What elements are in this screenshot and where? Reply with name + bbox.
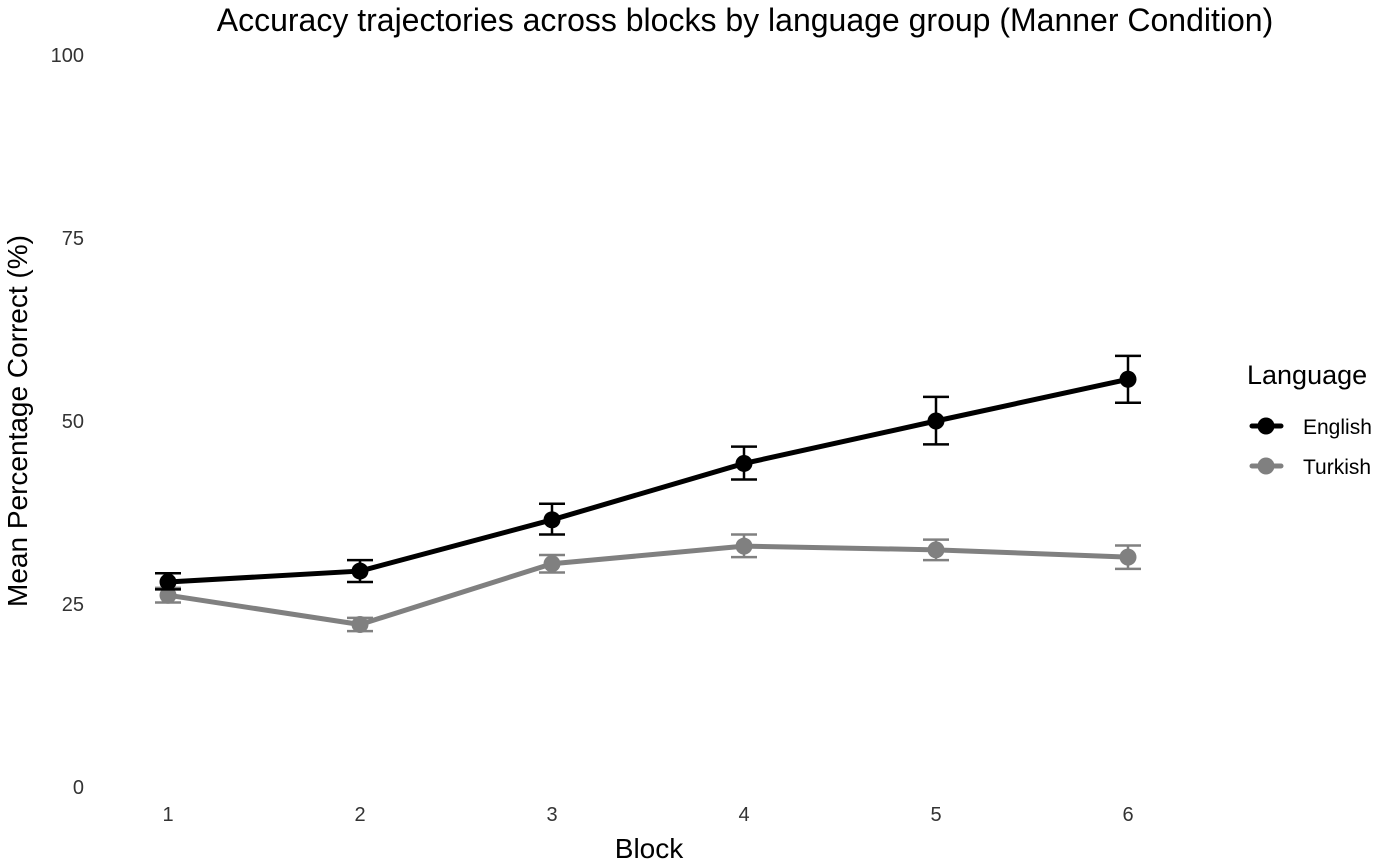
- legend-title: Language: [1247, 360, 1367, 390]
- data-point-turkish: [1119, 548, 1137, 566]
- series-line-turkish: [165, 543, 1131, 627]
- series-english: [155, 354, 1141, 591]
- legend-marker-turkish: [1257, 457, 1275, 475]
- legend-item-turkish: Turkish: [1249, 456, 1371, 479]
- x-tick-label: 6: [1122, 804, 1133, 826]
- x-tick-label: 5: [930, 804, 941, 826]
- data-point-english: [159, 573, 177, 591]
- data-point-turkish: [543, 555, 561, 573]
- chart-title: Accuracy trajectories across blocks by l…: [217, 2, 1274, 38]
- legend-item-english: English: [1249, 416, 1372, 439]
- data-point-turkish: [735, 537, 753, 555]
- data-point-english: [1119, 370, 1137, 388]
- x-axis-ticks: 1 2 3 4 5 6: [162, 804, 1133, 826]
- y-tick-label: 0: [73, 777, 84, 799]
- y-axis-ticks: 0 25 50 75 100: [51, 45, 84, 799]
- legend-label-english: English: [1303, 416, 1372, 439]
- data-point-turkish: [351, 615, 369, 633]
- legend-marker-english: [1257, 417, 1275, 435]
- legend-label-turkish: Turkish: [1303, 456, 1371, 479]
- data-point-english: [543, 511, 561, 529]
- x-tick-label: 1: [162, 804, 173, 826]
- series-line-english: [165, 376, 1131, 585]
- legend-items: English Turkish: [1249, 416, 1372, 479]
- y-tick-label: 75: [62, 228, 84, 250]
- plot-area: [155, 354, 1141, 633]
- y-tick-label: 25: [62, 594, 84, 616]
- data-point-english: [735, 454, 753, 472]
- y-tick-label: 100: [51, 45, 84, 67]
- x-tick-label: 2: [354, 804, 365, 826]
- x-tick-label: 4: [738, 804, 749, 826]
- data-point-english: [351, 562, 369, 580]
- series-turkish: [155, 533, 1141, 633]
- y-tick-label: 50: [62, 411, 84, 433]
- data-point-english: [927, 412, 945, 430]
- x-tick-label: 3: [546, 804, 557, 826]
- y-axis-title: Mean Percentage Correct (%): [2, 235, 33, 607]
- data-point-turkish: [159, 586, 177, 604]
- x-axis-title: Block: [615, 833, 684, 862]
- data-point-turkish: [927, 541, 945, 559]
- legend: Language English Turkish: [1247, 360, 1372, 479]
